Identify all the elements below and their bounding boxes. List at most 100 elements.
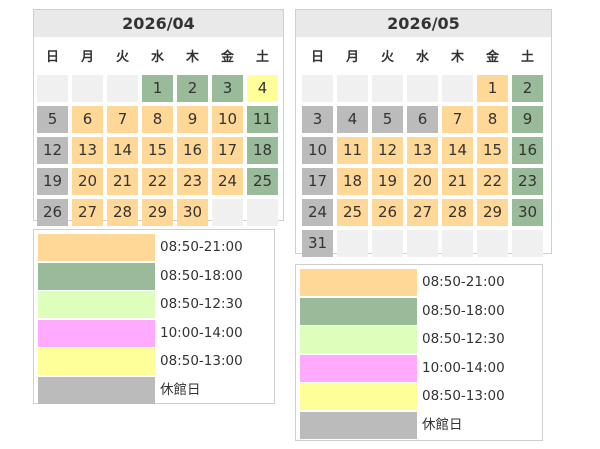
calendar-empty-cell <box>407 230 438 257</box>
weekday-header: 月 <box>80 50 94 65</box>
calendar-day[interactable]: 17 <box>302 168 333 195</box>
legend-label: 休館日 <box>422 416 463 433</box>
calendar-day[interactable]: 30 <box>512 199 543 226</box>
legend-april: 08:50-21:00 08:50-18:00 08:50-12:30 10:00-1… <box>33 229 275 404</box>
legend-label: 08:50-21:00 <box>422 274 505 290</box>
calendar-title: 2026/05 <box>296 10 551 37</box>
calendar-day[interactable]: 7 <box>107 106 138 133</box>
calendar-day[interactable]: 18 <box>247 137 278 164</box>
legend-label: 08:50-18:00 <box>422 302 505 319</box>
calendar-empty-cell <box>302 75 333 102</box>
calendar-empty-cell <box>212 199 243 226</box>
calendar-day[interactable]: 22 <box>142 168 173 195</box>
calendar-day[interactable]: 20 <box>407 168 438 195</box>
calendar-day[interactable]: 7 <box>442 106 473 133</box>
calendar-day[interactable]: 18 <box>337 168 368 195</box>
calendar-day[interactable]: 14 <box>442 137 473 164</box>
weekday-header: 火 <box>115 50 129 65</box>
calendar-day[interactable]: 9 <box>512 106 543 133</box>
calendar-day[interactable]: 10 <box>302 137 333 164</box>
calendar-empty-cell <box>107 75 138 102</box>
calendar-day[interactable]: 11 <box>247 106 278 133</box>
calendar-day[interactable]: 12 <box>37 137 68 164</box>
legend-swatch <box>300 354 417 382</box>
legend-label: 10:00-14:00 <box>160 324 243 341</box>
calendar-day[interactable]: 5 <box>372 106 403 133</box>
calendar-may: 2026/05 日月火水木金土 1 2 3 4 5 6 7 8 9 10 11 12 13 14 15 16 17… <box>295 9 552 257</box>
calendar-day[interactable]: 9 <box>177 106 208 133</box>
calendar-day[interactable]: 23 <box>177 168 208 195</box>
weekday-header: 木 <box>450 50 464 65</box>
calendar-day[interactable]: 21 <box>107 168 138 195</box>
calendar-day[interactable]: 15 <box>477 137 508 164</box>
calendar-day[interactable]: 2 <box>177 75 208 102</box>
calendar-day[interactable]: 8 <box>477 106 508 133</box>
calendar-day[interactable]: 30 <box>177 199 208 226</box>
calendar-day[interactable]: 19 <box>372 168 403 195</box>
calendar-day[interactable]: 31 <box>302 230 333 257</box>
calendar-day[interactable]: 17 <box>212 137 243 164</box>
legend-swatch <box>300 411 417 439</box>
calendar-day[interactable]: 25 <box>337 199 368 226</box>
calendar-day[interactable]: 1 <box>477 75 508 102</box>
weekday-header: 火 <box>380 50 394 65</box>
calendar-day[interactable]: 16 <box>177 137 208 164</box>
calendar-day[interactable]: 3 <box>302 106 333 133</box>
calendar-day[interactable]: 19 <box>37 168 68 195</box>
calendar-day[interactable]: 15 <box>142 137 173 164</box>
calendar-day[interactable]: 8 <box>142 106 173 133</box>
legend-swatch <box>300 383 417 410</box>
calendar-day[interactable]: 29 <box>477 199 508 226</box>
calendar-day[interactable]: 27 <box>72 199 103 226</box>
calendar-empty-cell <box>372 230 403 257</box>
calendar-day[interactable]: 28 <box>442 199 473 226</box>
calendar-day[interactable]: 26 <box>37 199 68 226</box>
weekday-header: 日 <box>310 50 324 65</box>
calendar-day[interactable]: 22 <box>477 168 508 195</box>
calendar-day[interactable]: 25 <box>247 168 278 195</box>
calendar-empty-cell <box>372 75 403 102</box>
calendar-day[interactable]: 13 <box>72 137 103 164</box>
calendar-day[interactable]: 2 <box>512 75 543 102</box>
legend-label: 08:50-13:00 <box>160 353 243 369</box>
calendar-day[interactable]: 24 <box>302 199 333 226</box>
calendar-empty-cell <box>72 75 103 102</box>
calendar-day[interactable]: 6 <box>72 106 103 133</box>
calendar-day[interactable]: 21 <box>442 168 473 195</box>
calendar-day[interactable]: 5 <box>37 106 68 133</box>
calendar-day[interactable]: 13 <box>407 137 438 164</box>
calendar-day[interactable]: 10 <box>212 106 243 133</box>
calendar-day[interactable]: 28 <box>107 199 138 226</box>
legend-label: 08:50-12:30 <box>422 331 505 347</box>
calendar-day[interactable]: 20 <box>72 168 103 195</box>
weekday-header: 日 <box>45 50 59 65</box>
weekday-header: 金 <box>220 50 234 65</box>
calendar-grid: 日月火水木金土 1 2 3 4 5 6 7 8 9 10 11 12 13 14 15 16 17 18 19 20 21… <box>37 44 278 226</box>
calendar-empty-cell <box>37 75 68 102</box>
calendar-day[interactable]: 23 <box>512 168 543 195</box>
calendar-day[interactable]: 1 <box>142 75 173 102</box>
calendar-day[interactable]: 4 <box>247 75 278 102</box>
calendar-day[interactable]: 11 <box>337 137 368 164</box>
legend-label: 休館日 <box>160 381 201 398</box>
legend-swatch <box>38 291 155 318</box>
calendar-day[interactable]: 24 <box>212 168 243 195</box>
calendar-day[interactable]: 4 <box>337 106 368 133</box>
weekday-header: 月 <box>345 50 359 65</box>
calendar-april: 2026/04 日月火水木金土 1 2 3 4 5 6 7 8 9 10 11 12 13 14 15 16 17… <box>33 9 284 226</box>
calendar-day[interactable]: 16 <box>512 137 543 164</box>
calendar-day[interactable]: 3 <box>212 75 243 102</box>
weekday-header: 木 <box>185 50 199 65</box>
legend-swatch <box>300 326 417 353</box>
calendar-day[interactable]: 6 <box>407 106 438 133</box>
calendar-empty-cell <box>442 230 473 257</box>
legend-swatch <box>38 348 155 375</box>
calendar-empty-cell <box>337 230 368 257</box>
legend-label: 08:50-13:00 <box>422 388 505 404</box>
calendar-day[interactable]: 27 <box>407 199 438 226</box>
calendar-day[interactable]: 12 <box>372 137 403 164</box>
calendar-day[interactable]: 14 <box>107 137 138 164</box>
calendar-day[interactable]: 29 <box>142 199 173 226</box>
calendar-day[interactable]: 26 <box>372 199 403 226</box>
legend-swatch <box>38 234 155 261</box>
